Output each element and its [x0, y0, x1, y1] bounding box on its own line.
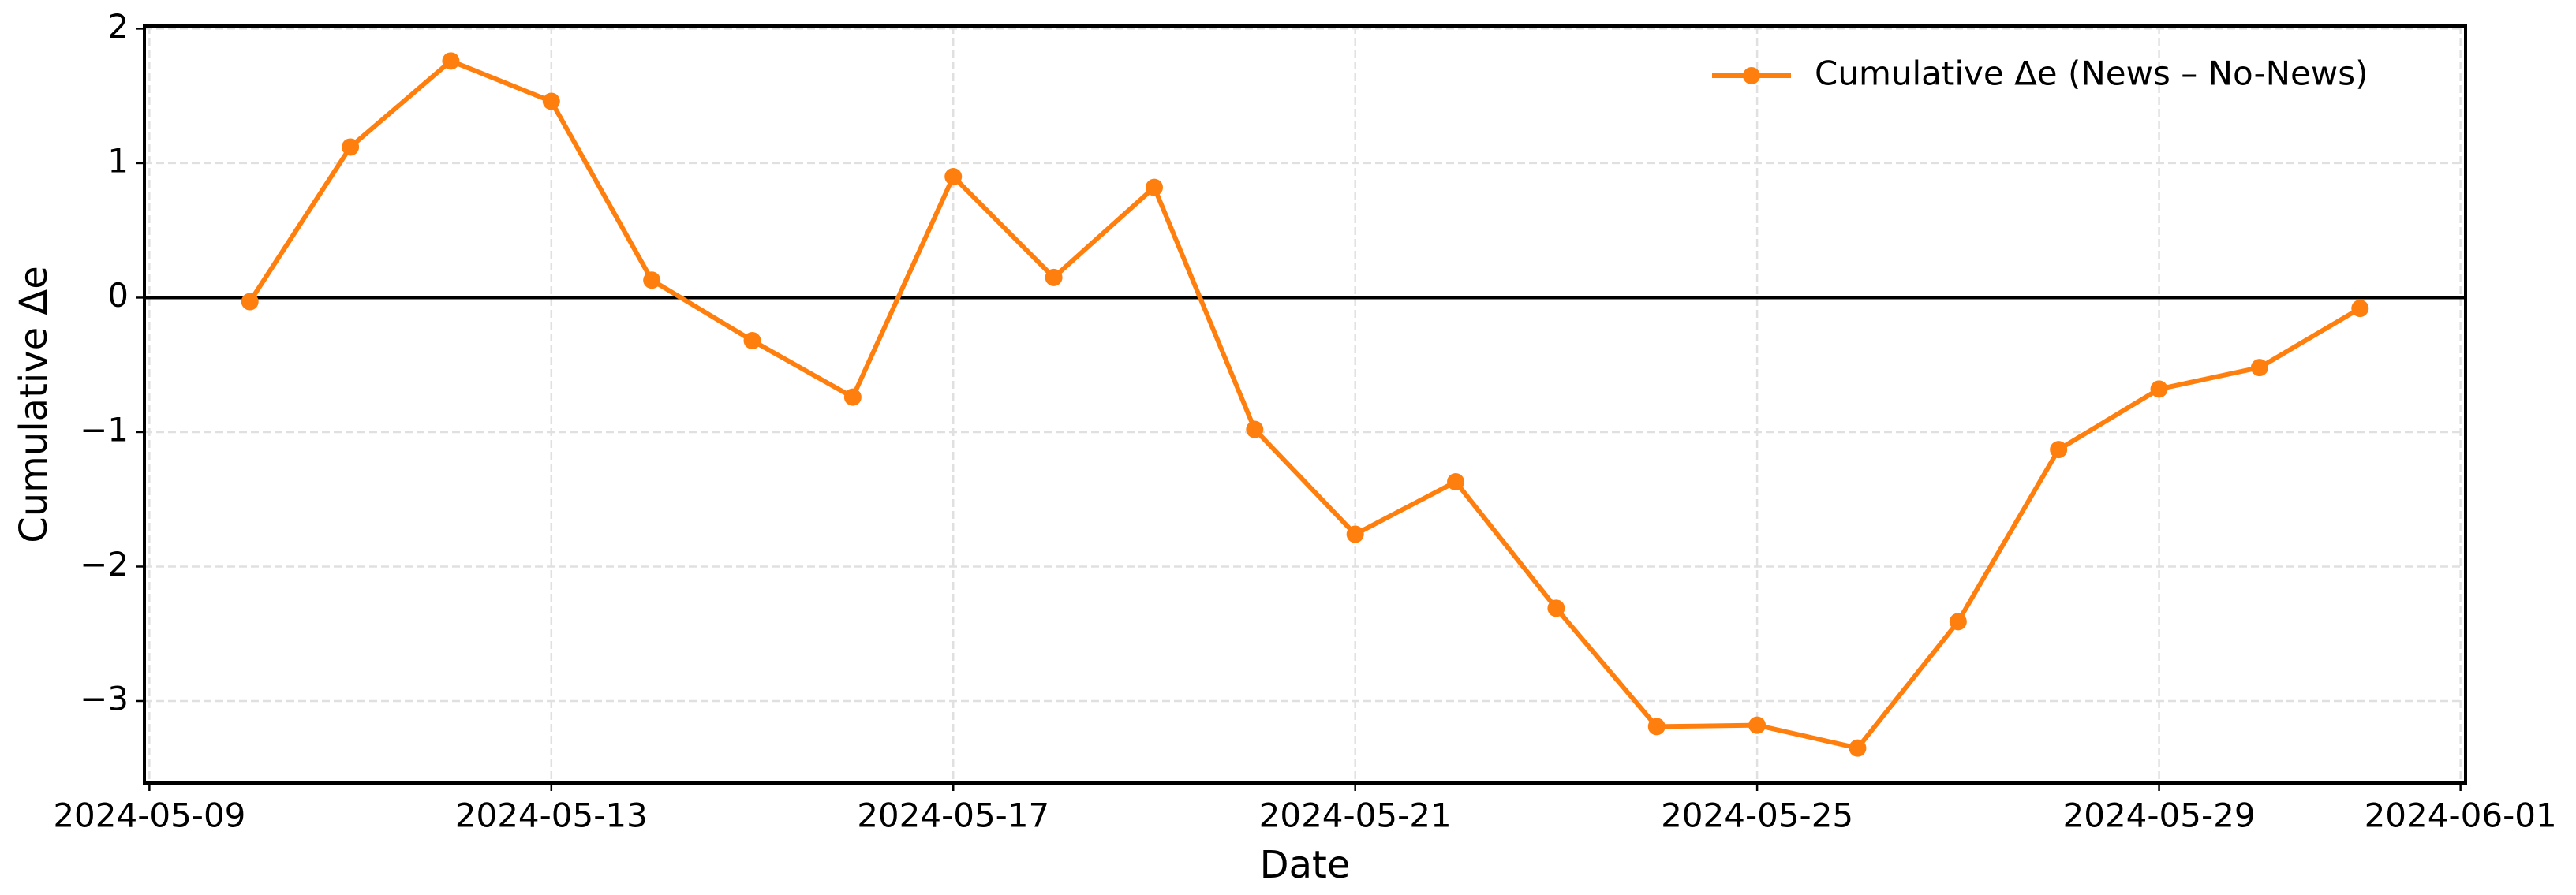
data-point: [342, 138, 360, 156]
data-point: [643, 271, 661, 289]
y-tick-label: 0: [107, 276, 129, 315]
y-tick-label: −3: [80, 679, 129, 718]
data-point: [241, 293, 259, 311]
data-point: [1647, 718, 1666, 736]
data-point: [442, 52, 460, 70]
data-point: [1045, 268, 1063, 286]
data-point: [2050, 441, 2068, 459]
x-tick-label: 2024-06-01: [2365, 796, 2557, 835]
data-point: [944, 167, 963, 185]
legend-marker: [1743, 67, 1760, 84]
y-tick-label: 2: [107, 7, 129, 46]
x-tick-label: 2024-05-29: [2063, 796, 2256, 835]
data-point: [1145, 178, 1163, 196]
x-axis-label: Date: [1260, 843, 1351, 887]
data-point: [1447, 473, 1465, 491]
x-tick-label: 2024-05-09: [53, 796, 245, 835]
data-point: [1547, 599, 1565, 617]
data-point: [843, 388, 862, 406]
data-point: [2250, 359, 2268, 377]
y-tick-label: −1: [80, 410, 129, 449]
data-point: [542, 92, 560, 110]
data-point: [2351, 300, 2369, 318]
plot-frame: [143, 24, 2467, 785]
data-point: [743, 332, 761, 350]
y-axis-label: Cumulative Δe: [12, 266, 56, 543]
data-point: [1246, 420, 1264, 438]
series-line: [248, 58, 2361, 751]
y-tick-label: 1: [107, 141, 129, 180]
x-tick-label: 2024-05-13: [455, 796, 648, 835]
legend-label: Cumulative Δe (News – No-News): [1815, 54, 2368, 93]
data-point: [2150, 380, 2168, 398]
x-tick-label: 2024-05-17: [857, 796, 1049, 835]
x-tick-label: 2024-05-25: [1661, 796, 1853, 835]
data-point: [1849, 739, 1867, 757]
data-point: [1346, 525, 1364, 543]
x-tick-label: 2024-05-21: [1259, 796, 1452, 835]
y-tick-label: −2: [80, 545, 129, 584]
data-point: [1748, 716, 1767, 734]
data-point: [1949, 613, 1967, 631]
